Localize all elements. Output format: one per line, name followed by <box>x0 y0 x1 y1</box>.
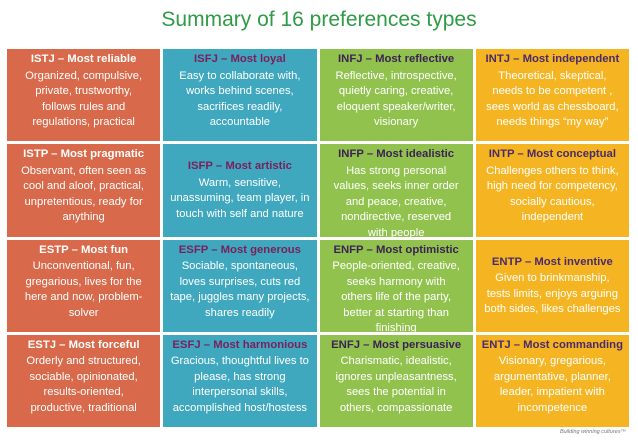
type-card-heading: ISFJ – Most loyal <box>194 53 286 65</box>
type-card-entp: ENTP – Most inventive Given to brinkmans… <box>475 239 629 332</box>
type-card-heading: ESFP – Most generous <box>178 243 301 256</box>
type-card-description: Easy to collaborate with, works behind s… <box>179 69 301 129</box>
type-card-entj: ENTJ – Most commanding Visionary, gregar… <box>475 334 629 427</box>
type-card-description: Unconventional, fun, gregarious, lives f… <box>24 260 143 319</box>
footer-tagline: Building winning cultures™ <box>559 429 626 435</box>
type-card-intp: INTP – Most conceptual Challenges others… <box>475 144 629 237</box>
type-card-isfp: ISFP – Most artistic Warm, sensitive, un… <box>163 144 317 237</box>
preferences-grid: ISTJ – Most reliable Organized, compulsi… <box>7 49 629 427</box>
type-card-heading: INTJ – Most independent <box>485 53 620 65</box>
type-card-intj: INTJ – Most independent Theoretical, ske… <box>475 49 629 142</box>
type-card-heading: INFP – Most idealistic <box>338 148 455 161</box>
type-card-heading: ISTP – Most pragmatic <box>23 148 145 161</box>
type-card-estj: ESTJ – Most forceful Orderly and structu… <box>7 334 161 427</box>
type-card-istp: ISTP – Most pragmatic Observant, often s… <box>7 144 161 237</box>
type-card-infp: INFP – Most idealistic Has strong person… <box>319 144 473 237</box>
type-card-description: Orderly and structured, sociable, opinio… <box>26 355 141 414</box>
type-card-heading: INFJ – Most reflective <box>338 53 455 65</box>
type-card-heading: ESFJ – Most harmonious <box>172 338 308 351</box>
type-card-description: Challenges others to think, high need fo… <box>486 164 619 224</box>
type-card-heading: INTP – Most conceptual <box>488 148 616 161</box>
type-card-description: Reflective, introspective, quietly carin… <box>335 69 457 129</box>
type-card-description: Observant, often seen as cool and aloof,… <box>21 164 147 224</box>
type-card-heading: ESTJ – Most forceful <box>27 338 140 351</box>
type-card-description: Theoretical, skeptical, needs to be comp… <box>486 69 619 129</box>
type-card-description: Organized, compulsive, private, trustwor… <box>25 69 143 129</box>
page-title: Summary of 16 preferences types <box>161 8 477 31</box>
type-card-isfj: ISFJ – Most loyal Easy to collaborate wi… <box>163 49 317 142</box>
type-card-heading: ENFJ – Most persuasive <box>331 338 462 351</box>
type-card-description: Sociable, spontaneous, loves surprises, … <box>170 260 310 319</box>
type-card-enfj: ENFJ – Most persuasive Charismatic, idea… <box>319 334 473 427</box>
type-card-esfj: ESFJ – Most harmonious Gracious, thought… <box>163 334 317 427</box>
type-card-heading: ENFP – Most optimistic <box>333 243 459 256</box>
type-card-estp: ESTP – Most fun Unconventional, fun, gre… <box>7 239 161 332</box>
type-card-description: Has strong personal values, seeks inner … <box>333 164 459 237</box>
type-card-description: Given to brinkmanship, tests limits, enj… <box>484 272 621 316</box>
type-card-description: Gracious, thoughtful lives to please, ha… <box>170 355 309 414</box>
type-card-description: Charismatic, idealistic, ignores unpleas… <box>335 355 457 414</box>
type-card-istj: ISTJ – Most reliable Organized, compulsi… <box>7 49 161 142</box>
type-card-heading: ENTP – Most inventive <box>491 255 613 268</box>
type-card-heading: ESTP – Most fun <box>39 243 129 256</box>
type-card-heading: ISFP – Most artistic <box>187 160 292 173</box>
type-card-description: Warm, sensitive, unassuming, team player… <box>170 176 310 220</box>
type-card-heading: ENTJ – Most commanding <box>481 338 623 351</box>
type-card-description: Visionary, gregarious, argumentative, pl… <box>493 355 611 414</box>
type-card-enfp: ENFP – Most optimistic People-oriented, … <box>319 239 473 332</box>
type-card-description: People-oriented, creative, seeks harmony… <box>332 260 460 332</box>
type-card-heading: ISTJ – Most reliable <box>30 53 137 65</box>
type-card-infj: INFJ – Most reflective Reflective, intro… <box>319 49 473 142</box>
type-card-esfp: ESFP – Most generous Sociable, spontaneo… <box>163 239 317 332</box>
